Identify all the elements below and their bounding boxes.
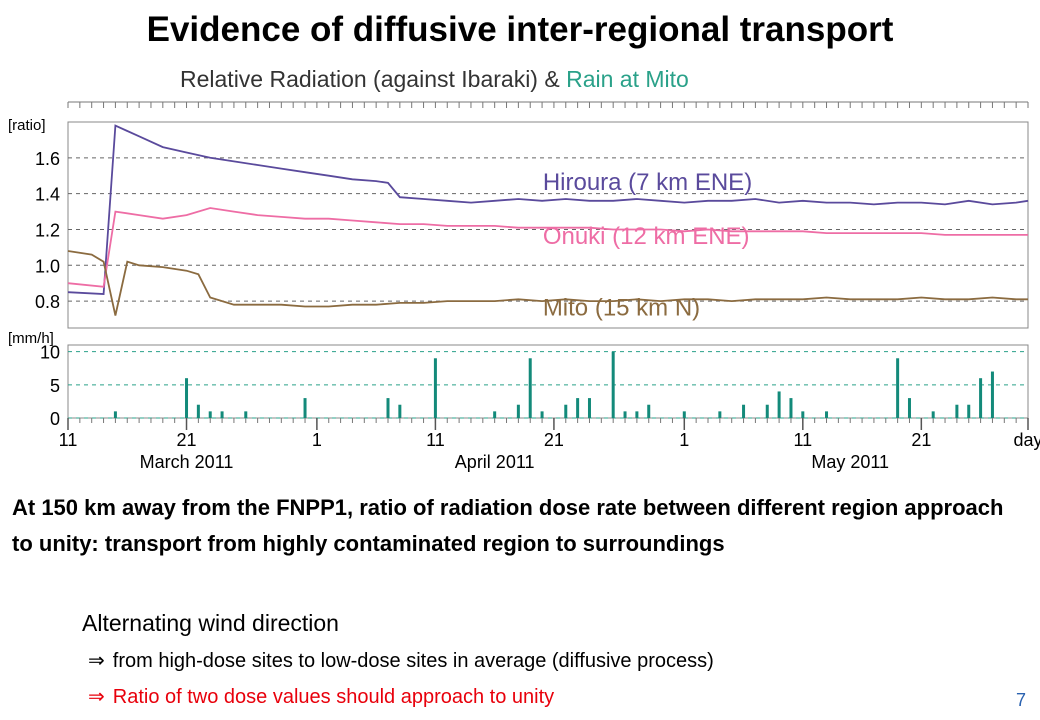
ratio-panel-frame: [67, 121, 1029, 329]
rain-bar: [196, 404, 200, 418]
x-tick-label: day: [1013, 430, 1040, 450]
x-tick-label: 11: [59, 430, 78, 450]
rain-bar: [955, 404, 959, 418]
rain-bar: [765, 404, 769, 418]
bullet-item-2: ⇒ Ratio of two dose values should approac…: [88, 684, 554, 709]
x-tick-label: 1: [679, 430, 689, 450]
x-tick-label: 21: [177, 430, 197, 450]
rain-bar: [742, 404, 746, 418]
ratio-tick-label: 1.2: [35, 220, 60, 240]
subheading: Alternating wind direction: [82, 610, 339, 636]
rain-bar: [398, 404, 402, 418]
rain-bar: [682, 411, 686, 418]
rain-bar: [718, 411, 722, 418]
rain-bar: [564, 404, 568, 418]
rain-bar: [220, 411, 224, 418]
ratio-axis-label: [ratio]: [8, 117, 46, 134]
rain-bar: [635, 411, 639, 418]
rain-panel: 10 5 0 [mm/h]: [8, 330, 1029, 429]
chart-title-part: &: [538, 66, 566, 92]
radiation-rain-chart: Relative Radiation (against Ibaraki) & R…: [0, 60, 1040, 480]
rain-bar: [303, 398, 307, 418]
rain-tick-label: 0: [50, 409, 60, 429]
x-tick-label: 11: [793, 430, 812, 450]
bullet-text-2: Ratio of two dose values should approach…: [112, 686, 555, 708]
rain-panel-frame: [67, 344, 1029, 419]
rain-bar: [896, 358, 900, 418]
chart-title-part: Relative Radiation (against Ibaraki): [180, 66, 538, 92]
implies-icon: ⇒: [88, 650, 105, 672]
x-tick-label: 11: [426, 430, 445, 450]
rain-tick-label: 5: [50, 376, 60, 396]
rain-bar: [967, 404, 971, 418]
bullet-item-1: ⇒ from high-dose sites to low-dose sites …: [88, 648, 714, 673]
rain-axis-label: [mm/h]: [8, 330, 54, 347]
x-tick-label: 21: [911, 430, 931, 450]
rain-bar: [777, 391, 781, 418]
rain-bar: [979, 378, 983, 418]
x-month-label: March 2011: [140, 452, 234, 472]
rain-bar: [244, 411, 248, 418]
rain-tick-label: 10: [40, 343, 60, 363]
x-month-label: May 2011: [811, 452, 889, 472]
rain-bar: [789, 398, 793, 418]
bullet-text-1: from high-dose sites to low-dose sites i…: [112, 650, 714, 672]
body-text: At 150 km away from the FNPP1, ratio of …: [12, 495, 1004, 556]
rain-bar: [516, 404, 520, 418]
ratio-tick-label: 0.8: [35, 292, 60, 312]
page-number: 7: [1015, 690, 1026, 710]
rain-bar: [528, 358, 532, 418]
rain-bar: [990, 371, 994, 418]
rain-bar: [540, 411, 544, 418]
rain-bar: [931, 411, 935, 418]
rain-bar: [493, 411, 497, 418]
rain-bar: [907, 398, 911, 418]
rain-bar: [208, 411, 212, 418]
series-label-1: Hiroura (7 km ENE): [543, 169, 752, 196]
rain-bar: [185, 378, 189, 418]
chart-title-part: Rain at Mito: [566, 66, 689, 92]
rain-bar: [386, 398, 390, 418]
series-label-3: Mito (15 km N): [543, 294, 700, 321]
ratio-tick-label: 1.0: [35, 256, 60, 276]
chart-svg: Relative Radiation (against Ibaraki) & R…: [8, 66, 1040, 472]
rain-bar: [433, 358, 437, 418]
x-tick-label: 1: [312, 430, 322, 450]
series-line-2: [67, 207, 1028, 288]
rain-bar: [801, 411, 805, 418]
rain-bar: [825, 411, 829, 418]
rain-bar: [647, 404, 651, 418]
rain-bar: [611, 351, 615, 418]
implies-icon: ⇒: [88, 686, 105, 708]
slide-title: Evidence of diffusive inter-regional tra…: [146, 10, 894, 49]
chart-title: Relative Radiation (against Ibaraki) & R…: [180, 66, 689, 92]
series-line-1: [67, 124, 1029, 295]
series-label-2: Onuki (12 km ENE): [543, 223, 750, 250]
ratio-panel: 1.6 1.4 1.2 1.0 0.8 [ratio] Hiroura (7 km ENE)…: [8, 101, 1029, 329]
rain-bar: [587, 398, 591, 418]
x-tick-label: 21: [544, 430, 564, 450]
ratio-tick-label: 1.6: [35, 149, 60, 169]
x-month-label: April 2011: [455, 452, 535, 472]
ratio-tick-label: 1.4: [35, 185, 60, 205]
series-line-3: [67, 250, 1028, 316]
rain-bar: [576, 398, 580, 418]
rain-bar: [113, 411, 117, 418]
rain-bar: [623, 411, 627, 418]
